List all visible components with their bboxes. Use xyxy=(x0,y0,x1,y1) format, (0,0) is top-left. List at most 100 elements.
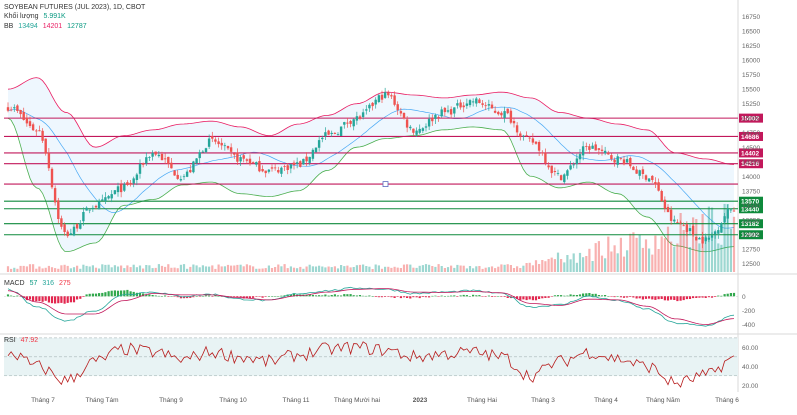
volume-bar xyxy=(635,237,638,272)
candle-body xyxy=(616,156,619,165)
macd-histogram-bar xyxy=(569,294,572,297)
macd-histogram-bar xyxy=(666,296,670,301)
candle-body xyxy=(233,153,236,155)
candle-body xyxy=(522,135,525,137)
candle-body xyxy=(333,132,337,134)
macd-histogram-bar xyxy=(377,296,380,298)
macd-histogram-bar xyxy=(66,296,69,303)
candle-body xyxy=(198,152,201,159)
macd-histogram-bar xyxy=(123,290,126,297)
macd-histogram-bar xyxy=(626,296,629,298)
volume-bar xyxy=(384,266,387,272)
bollinger-band-fill xyxy=(8,77,734,252)
volume-bar xyxy=(622,256,626,272)
macd-histogram-bar xyxy=(72,296,76,303)
macd-histogram-bar xyxy=(104,292,107,297)
candle-body xyxy=(163,158,167,160)
volume-bar xyxy=(32,264,35,272)
candle-body xyxy=(292,162,296,165)
volume-bar xyxy=(233,265,236,272)
macd-histogram-bar xyxy=(343,294,346,297)
candle-body xyxy=(38,130,41,132)
price-axis-tick: 12500 xyxy=(742,261,760,268)
candle-body xyxy=(286,165,289,170)
candle-body xyxy=(336,134,340,135)
candle-body xyxy=(138,164,142,174)
macd-histogram-bar xyxy=(582,293,585,297)
volume-bar xyxy=(16,268,19,272)
volume-bar xyxy=(167,264,170,272)
candle-body xyxy=(720,223,723,233)
volume-bar xyxy=(600,255,604,272)
macd-histogram-bar xyxy=(428,296,431,298)
candle-body xyxy=(261,169,264,172)
candle-body xyxy=(321,137,324,140)
volume-bar xyxy=(585,256,588,272)
volume-bar xyxy=(195,265,198,272)
volume-bar xyxy=(673,246,676,272)
rsi-axis-tick: 40.00 xyxy=(742,364,759,371)
candle-body xyxy=(41,130,44,141)
candle-body xyxy=(25,117,29,124)
volume-bar xyxy=(509,265,512,272)
macd-histogram-bar xyxy=(453,295,456,297)
candle-body xyxy=(663,199,667,209)
macd-histogram-bar xyxy=(368,295,371,297)
candle-body xyxy=(525,135,528,136)
candle-body xyxy=(355,116,359,121)
volume-bar xyxy=(299,266,302,272)
volume-bar xyxy=(641,247,644,272)
volume-bar xyxy=(157,264,160,272)
macd-histogram-bar xyxy=(85,294,88,297)
macd-histogram-bar xyxy=(148,294,151,297)
volume-bar xyxy=(50,267,54,272)
candle-body xyxy=(82,212,85,222)
macd-histogram-bar xyxy=(94,293,98,297)
volume-bar xyxy=(390,267,393,272)
volume-bar xyxy=(531,265,534,272)
candle-body xyxy=(179,179,183,181)
candle-body xyxy=(679,222,682,224)
macd-histogram-bar xyxy=(305,294,308,297)
macd-histogram-bar xyxy=(679,296,682,301)
macd-histogram-bar xyxy=(371,296,374,297)
candle-body xyxy=(343,122,346,125)
macd-histogram-bar xyxy=(670,296,673,300)
macd-histogram-bar xyxy=(698,296,701,298)
candle-body xyxy=(393,95,396,105)
candle-body xyxy=(123,184,126,191)
candle-body xyxy=(267,169,271,172)
candle-body xyxy=(176,174,179,179)
macd-histogram-bar xyxy=(365,295,368,297)
volume-bar xyxy=(19,265,22,272)
macd-histogram-bar xyxy=(657,296,660,300)
macd-histogram-bar xyxy=(264,296,267,297)
candle-body xyxy=(182,176,186,178)
volume-bar xyxy=(201,265,204,272)
candle-body xyxy=(295,162,299,164)
volume-bar xyxy=(626,250,629,272)
macd-histogram-bar xyxy=(710,296,714,298)
volume-bar xyxy=(245,264,248,272)
volume-bar xyxy=(616,253,619,272)
macd-histogram-bar xyxy=(478,295,481,297)
candle-body xyxy=(280,167,283,174)
candle-body xyxy=(632,166,635,171)
candle-body xyxy=(50,168,54,188)
candle-body xyxy=(324,132,327,137)
macd-histogram-bar xyxy=(101,292,104,297)
macd-histogram-bar xyxy=(431,295,434,297)
volume-bar xyxy=(176,268,179,272)
macd-histogram-bar xyxy=(208,295,211,297)
volume-bar xyxy=(107,264,110,272)
macd-histogram-bar xyxy=(673,296,676,300)
time-axis-label: Tháng Năm xyxy=(646,397,680,404)
time-axis-label: Tháng 4 xyxy=(594,397,618,404)
candle-body xyxy=(462,105,465,108)
volume-bar xyxy=(252,266,255,272)
volume-bar xyxy=(286,268,289,272)
candle-body xyxy=(481,103,484,105)
candle-body xyxy=(91,207,95,209)
volume-bar xyxy=(610,251,613,272)
macd-histogram-bar xyxy=(481,296,484,297)
